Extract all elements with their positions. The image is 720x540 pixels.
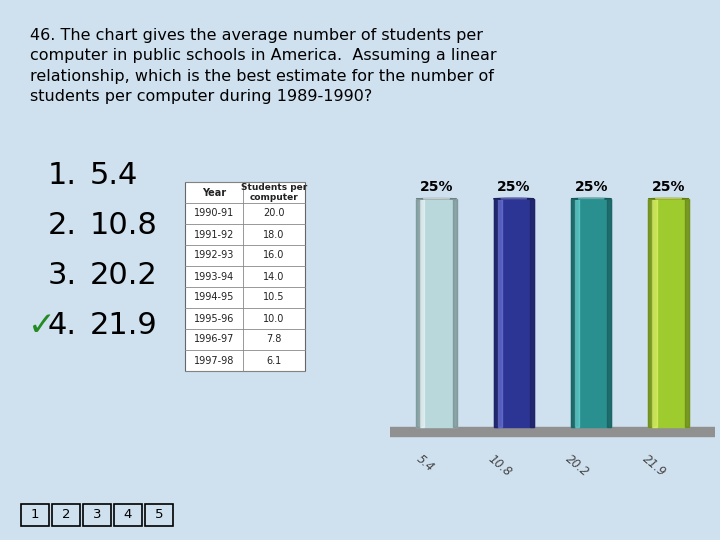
Bar — [571, 199, 611, 427]
Text: 1994-95: 1994-95 — [194, 293, 234, 302]
Bar — [494, 199, 534, 427]
Text: 1996-97: 1996-97 — [194, 334, 234, 345]
FancyBboxPatch shape — [114, 504, 142, 526]
Text: 6.1: 6.1 — [266, 355, 282, 366]
Bar — [498, 199, 502, 427]
Text: 7.8: 7.8 — [266, 334, 282, 345]
Bar — [386, 427, 719, 436]
FancyBboxPatch shape — [21, 504, 49, 526]
Bar — [494, 199, 498, 427]
Text: 3: 3 — [93, 509, 102, 522]
Text: 20.2: 20.2 — [90, 260, 158, 289]
Bar — [649, 199, 689, 427]
Text: 1991-92: 1991-92 — [194, 230, 234, 240]
Bar — [416, 199, 456, 427]
Text: 2.: 2. — [48, 211, 77, 240]
Text: 5.4: 5.4 — [414, 453, 436, 474]
Text: Year: Year — [202, 187, 226, 198]
Text: 4: 4 — [124, 509, 132, 522]
Bar — [530, 199, 534, 427]
Text: 16.0: 16.0 — [264, 251, 284, 260]
FancyBboxPatch shape — [145, 504, 173, 526]
Text: 2: 2 — [62, 509, 71, 522]
Text: 10.8: 10.8 — [90, 211, 158, 240]
Bar — [607, 199, 611, 427]
Text: 21.9: 21.9 — [90, 310, 158, 340]
Ellipse shape — [416, 198, 456, 199]
Text: 10.8: 10.8 — [485, 453, 514, 479]
Text: 1990-91: 1990-91 — [194, 208, 234, 219]
Text: 25%: 25% — [652, 180, 685, 194]
Text: Students per
computer: Students per computer — [241, 183, 307, 202]
Bar — [416, 199, 420, 427]
Text: 1995-96: 1995-96 — [194, 314, 234, 323]
Text: 18.0: 18.0 — [264, 230, 284, 240]
Text: 1993-94: 1993-94 — [194, 272, 234, 281]
Bar — [575, 199, 579, 427]
Ellipse shape — [649, 198, 689, 199]
Text: 10.0: 10.0 — [264, 314, 284, 323]
Bar — [420, 199, 424, 427]
Text: 20.0: 20.0 — [264, 208, 284, 219]
Ellipse shape — [571, 198, 611, 199]
Bar — [453, 199, 456, 427]
Text: 14.0: 14.0 — [264, 272, 284, 281]
Text: 20.2: 20.2 — [563, 453, 591, 479]
Bar — [652, 199, 657, 427]
Text: 21.9: 21.9 — [640, 453, 669, 479]
Bar — [649, 199, 652, 427]
Text: ✓: ✓ — [28, 308, 56, 341]
Text: 4.: 4. — [48, 310, 77, 340]
Ellipse shape — [494, 198, 534, 199]
Bar — [571, 199, 575, 427]
Text: 5: 5 — [155, 509, 163, 522]
Text: 25%: 25% — [497, 180, 531, 194]
Text: 46. The chart gives the average number of students per
computer in public school: 46. The chart gives the average number o… — [30, 28, 497, 104]
Text: 1992-93: 1992-93 — [194, 251, 234, 260]
Text: 1.: 1. — [48, 160, 77, 190]
Text: 1: 1 — [31, 509, 40, 522]
Bar — [685, 199, 689, 427]
FancyBboxPatch shape — [52, 504, 80, 526]
Text: 25%: 25% — [420, 180, 453, 194]
FancyBboxPatch shape — [185, 182, 305, 371]
Text: 10.5: 10.5 — [264, 293, 284, 302]
Text: 25%: 25% — [575, 180, 608, 194]
Text: 5.4: 5.4 — [90, 160, 138, 190]
Text: 1997-98: 1997-98 — [194, 355, 234, 366]
Text: 3.: 3. — [48, 260, 77, 289]
FancyBboxPatch shape — [83, 504, 111, 526]
